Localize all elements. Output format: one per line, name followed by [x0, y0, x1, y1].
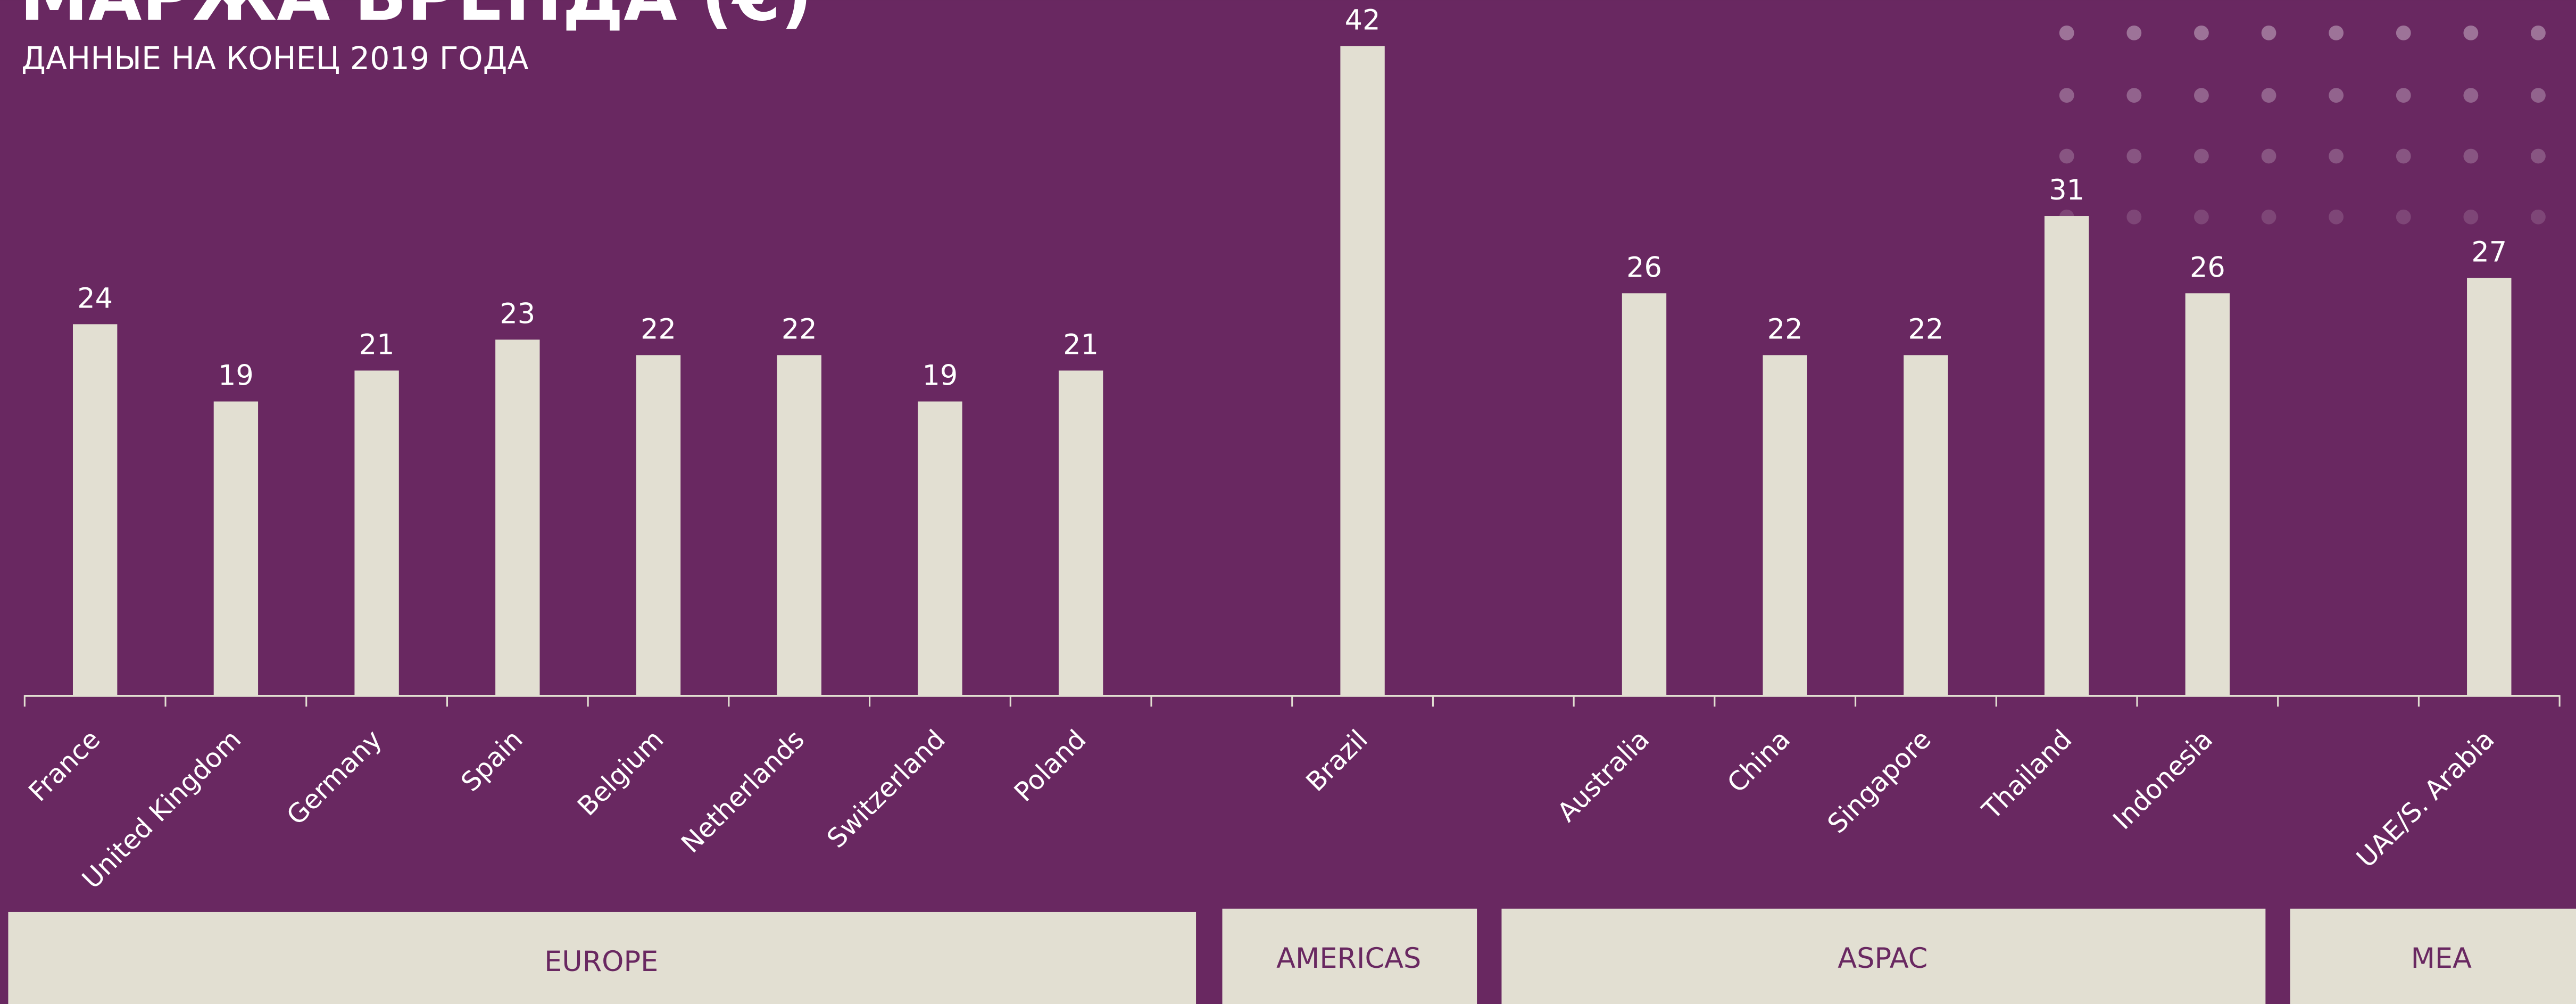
data-label: 21	[359, 329, 395, 361]
dot	[2329, 209, 2344, 225]
bar	[1058, 370, 1103, 695]
dot	[2261, 209, 2276, 225]
dot	[2126, 148, 2142, 164]
dot	[2396, 88, 2411, 103]
bar	[918, 401, 962, 695]
group-box	[2290, 908, 2576, 1004]
data-label: 22	[1767, 313, 1803, 346]
data-label: 21	[1063, 329, 1099, 361]
group-label: EUROPE	[544, 945, 658, 978]
dot	[2194, 148, 2209, 164]
dot	[2059, 88, 2074, 103]
dot	[2126, 88, 2142, 103]
dot	[2463, 148, 2479, 164]
dot	[2126, 25, 2142, 40]
bar	[354, 370, 399, 695]
dot	[2531, 88, 2546, 103]
bar	[495, 339, 540, 695]
group-label: AMERICAS	[1276, 942, 1421, 975]
dot	[2261, 148, 2276, 164]
bar	[2467, 278, 2512, 695]
dot	[2059, 25, 2074, 40]
dot	[2126, 209, 2142, 225]
dot	[2463, 209, 2479, 225]
group-label: MEA	[2411, 942, 2472, 975]
data-label: 22	[782, 313, 817, 346]
bar	[213, 401, 259, 695]
dot	[2396, 148, 2411, 164]
dot	[2531, 209, 2546, 225]
bar	[1904, 355, 1948, 695]
dot	[2261, 25, 2276, 40]
dot	[2396, 25, 2411, 40]
dot	[2396, 209, 2411, 225]
dot	[2531, 148, 2546, 164]
dot	[2059, 148, 2074, 164]
group-box	[1222, 908, 1477, 1004]
group-box	[1501, 908, 2266, 1004]
bar	[1622, 293, 1667, 695]
dot	[2531, 25, 2546, 40]
data-label: 19	[923, 360, 958, 392]
dot	[2329, 25, 2344, 40]
bar	[72, 324, 118, 695]
data-label: 24	[77, 282, 113, 314]
dot	[2463, 88, 2479, 103]
data-label: 22	[1908, 313, 1944, 346]
bar	[777, 355, 821, 695]
dot	[2261, 88, 2276, 103]
decoration	[2059, 25, 2546, 225]
data-label: 23	[500, 297, 535, 330]
data-label: 26	[2190, 251, 2225, 284]
chart-title: МАРЖА БРЕНДА (€)	[20, 0, 812, 36]
dot	[2329, 148, 2344, 164]
dot	[2463, 25, 2479, 40]
dot	[2194, 209, 2209, 225]
group-box	[8, 911, 1196, 1004]
bar	[2185, 293, 2230, 695]
dot	[2194, 88, 2209, 103]
dot	[2194, 25, 2209, 40]
data-label: 27	[2471, 236, 2507, 268]
dot	[2329, 88, 2344, 103]
bar	[1763, 355, 1807, 695]
data-label: 19	[218, 360, 254, 392]
data-label: 26	[1626, 251, 1662, 284]
bar	[636, 355, 681, 695]
data-label: 22	[641, 313, 676, 346]
chart-subtitle: ДАННЫЕ НА КОНЕЦ 2019 ГОДА	[21, 40, 528, 77]
data-label: 42	[1345, 4, 1381, 37]
group-label: ASPAC	[1838, 942, 1927, 975]
data-label: 31	[2049, 174, 2084, 206]
bar	[2044, 216, 2089, 695]
bar	[1340, 46, 1385, 695]
